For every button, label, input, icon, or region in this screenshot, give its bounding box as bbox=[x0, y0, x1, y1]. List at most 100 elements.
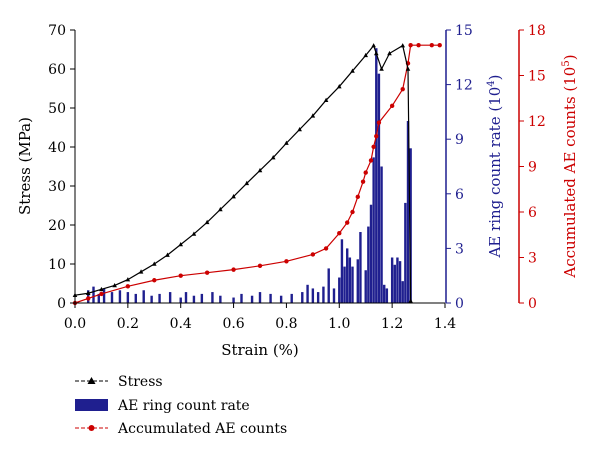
stress-point bbox=[310, 113, 316, 118]
x-tick-label: 0.2 bbox=[117, 316, 139, 332]
stress-point bbox=[112, 282, 117, 288]
ring-rate-bar bbox=[367, 226, 370, 303]
ring-rate-bar bbox=[240, 293, 243, 303]
x-tick-label: 1.4 bbox=[434, 316, 456, 332]
circle-marker-icon bbox=[88, 425, 95, 431]
stress-point bbox=[125, 277, 131, 282]
legend-label-accumulated: Accumulated AE counts bbox=[117, 421, 287, 437]
stress-tick-label: 60 bbox=[48, 62, 66, 78]
stress-point bbox=[244, 180, 250, 186]
ring-rate-bar bbox=[301, 292, 304, 303]
accumulated-point bbox=[429, 42, 434, 48]
stress-point bbox=[379, 66, 384, 71]
ring-rate-axis-label-main: AE ring count rate (10 bbox=[486, 87, 504, 259]
accumulated-tick-label: 9 bbox=[528, 160, 537, 176]
ring-rate-bar bbox=[250, 295, 254, 303]
ring-rate-bar bbox=[232, 297, 235, 303]
stress-tick-label: 70 bbox=[48, 23, 66, 39]
accumulated-point bbox=[416, 42, 421, 48]
stress-point bbox=[400, 43, 406, 48]
stress-line bbox=[74, 44, 412, 302]
stress-point bbox=[387, 50, 392, 56]
accumulated-tick-label: 18 bbox=[528, 23, 546, 39]
ring-rate-bar bbox=[404, 202, 407, 303]
accumulated-point bbox=[437, 42, 442, 48]
stress-point bbox=[350, 68, 355, 73]
stress-point bbox=[323, 97, 329, 102]
accumulated-tick-label: 0 bbox=[528, 296, 537, 312]
accumulated-point bbox=[408, 42, 413, 48]
stress-point bbox=[138, 269, 144, 274]
ring-rate-bar bbox=[192, 295, 196, 303]
stress-point bbox=[191, 231, 197, 236]
ring-rate-bar bbox=[364, 270, 367, 303]
legend-label-ring-rate: AE ring count rate bbox=[117, 398, 250, 414]
ring-rate-bar bbox=[343, 266, 346, 303]
ring-rate-bar bbox=[369, 204, 373, 303]
stress-point bbox=[336, 84, 342, 89]
stress-point bbox=[99, 286, 104, 292]
ring-rate-bar bbox=[316, 292, 320, 303]
ring-rate-bar bbox=[92, 286, 95, 303]
ring-rate-bar bbox=[279, 295, 283, 303]
ring-rate-tick-label: 3 bbox=[455, 241, 464, 257]
accumulated-point bbox=[125, 284, 131, 289]
x-tick-label: 0.6 bbox=[222, 316, 244, 332]
ring-rate-bar bbox=[385, 288, 389, 303]
stress-tick-label: 40 bbox=[48, 140, 66, 156]
ring-rate-tick-label: 6 bbox=[455, 187, 464, 203]
ring-rate-bar bbox=[168, 292, 172, 303]
legend-item-stress: Stress bbox=[75, 374, 163, 390]
accumulated-line bbox=[74, 44, 440, 304]
stress-point bbox=[151, 261, 157, 266]
ring-rate-bar bbox=[184, 292, 188, 303]
accumulated-point bbox=[310, 252, 316, 257]
ring-rate-bar bbox=[150, 295, 153, 303]
ring-rate-bar bbox=[200, 293, 204, 303]
accumulated-point bbox=[345, 220, 350, 225]
ring-rate-bar bbox=[393, 264, 396, 303]
ring-rate-bar bbox=[211, 292, 214, 303]
stress-point bbox=[408, 298, 413, 303]
stress-tick-label: 50 bbox=[48, 101, 66, 117]
accumulated-point bbox=[355, 194, 360, 200]
accumulated-point bbox=[376, 120, 382, 125]
stress-point bbox=[85, 290, 91, 296]
legend-label-stress: Stress bbox=[118, 374, 163, 390]
stress-point bbox=[218, 206, 223, 212]
ring-rate-bar bbox=[396, 257, 399, 303]
legend-item-accumulated: Accumulated AE counts bbox=[75, 421, 287, 437]
ring-rate-bar bbox=[398, 261, 402, 303]
ring-rate-bar bbox=[126, 292, 130, 303]
accumulated-point bbox=[371, 144, 376, 149]
ring-rate-bar bbox=[322, 286, 325, 303]
ring-rate-tick-label: 9 bbox=[455, 132, 464, 148]
ring-rate-bar bbox=[306, 284, 309, 303]
stress-point bbox=[373, 50, 379, 56]
ring-rate-axis-label-close: ) bbox=[486, 74, 504, 80]
stress-point bbox=[178, 242, 184, 247]
ring-rate-bar bbox=[118, 290, 122, 303]
axes bbox=[74, 30, 520, 304]
ring-rate-bars bbox=[87, 48, 412, 304]
ring-rate-bar bbox=[97, 293, 100, 303]
x-tick-label: 0.4 bbox=[170, 316, 192, 332]
accumulated-point bbox=[337, 231, 342, 236]
ring-rate-axis-label-exp: 4 bbox=[486, 80, 497, 86]
stress-series bbox=[72, 43, 413, 303]
accumulated-tick-label: 15 bbox=[528, 69, 546, 85]
accumulated-point bbox=[86, 296, 91, 301]
ring-rate-tick-label: 15 bbox=[455, 23, 473, 39]
ring-rate-bar bbox=[340, 239, 344, 303]
stress-point bbox=[165, 252, 170, 257]
accumulated-tick-label: 6 bbox=[528, 205, 537, 221]
accumulated-tick-label: 12 bbox=[528, 114, 546, 130]
stress-tick-label: 30 bbox=[48, 179, 66, 195]
stress-axis-label: Stress (MPa) bbox=[16, 117, 34, 215]
accumulated-point bbox=[284, 259, 289, 264]
ring-rate-tick-label: 12 bbox=[455, 78, 473, 94]
accumulated-axis-label-exp: 5 bbox=[561, 60, 572, 66]
stress-point bbox=[270, 155, 276, 160]
accumulated-axis-label: Accumulated AE counts (105) bbox=[561, 54, 579, 278]
